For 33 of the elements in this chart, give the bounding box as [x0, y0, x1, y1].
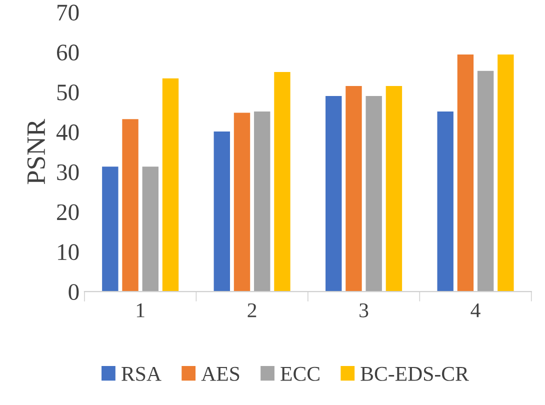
bar — [366, 96, 382, 292]
bar — [437, 112, 454, 292]
y-tick-label: 30 — [57, 164, 79, 180]
x-tick-label: 3 — [360, 303, 368, 318]
y-tick-label: 10 — [58, 244, 79, 260]
bar — [214, 132, 230, 292]
bar — [234, 112, 250, 292]
y-tick-label: 20 — [57, 204, 79, 220]
legend-label: BC-EDS-CR — [360, 366, 469, 381]
legend-label: AES — [201, 366, 240, 381]
bar — [498, 54, 514, 292]
bar — [477, 70, 494, 292]
bar — [162, 78, 179, 292]
y-axis-title: PSNR — [27, 118, 46, 184]
legend-label: ECC — [280, 366, 320, 381]
y-tick-label: 40 — [56, 124, 79, 140]
x-tick-label: 4 — [470, 303, 480, 318]
bar — [142, 166, 158, 292]
bar — [254, 112, 270, 292]
y-tick-label: 50 — [57, 84, 79, 100]
bar — [274, 72, 290, 292]
y-tick-label: 0 — [68, 284, 79, 300]
y-tick-label: 60 — [57, 44, 79, 60]
bar — [386, 86, 402, 292]
bar — [346, 86, 362, 292]
x-tick-label: 2 — [248, 303, 256, 318]
bar — [326, 96, 342, 292]
x-tick-label: 1 — [136, 303, 144, 318]
bar — [102, 166, 118, 292]
legend-label: RSA — [122, 366, 162, 381]
y-tick-label: 70 — [58, 4, 79, 21]
bar — [457, 54, 474, 292]
bar — [122, 119, 138, 292]
